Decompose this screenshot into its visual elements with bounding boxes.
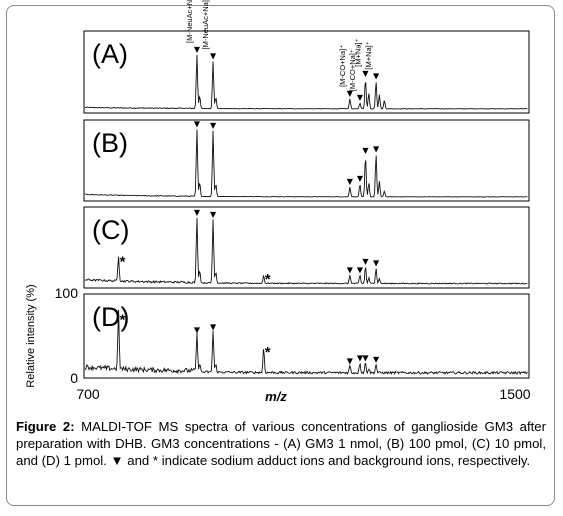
peak-marker: ▼ — [362, 354, 369, 363]
background-marker: * — [120, 253, 126, 270]
spectrum-panel-b: (B)▼ ▼▼ ▼▼ ▼ — [83, 119, 530, 202]
peak-marker: ▼ — [362, 69, 369, 78]
peak-marker: ▼ — [210, 51, 217, 60]
panel-label: (B) — [92, 128, 128, 158]
peak-marker: ▼ — [373, 355, 380, 364]
background-marker: * — [265, 344, 271, 361]
peak-annotation: [M-NeuAc+Na]⁺ — [201, 0, 210, 49]
figure-frame — [6, 5, 555, 506]
panel-label: (A) — [92, 39, 128, 69]
peak-marker: ▼ — [357, 354, 364, 363]
x-tick-label: 700 — [76, 386, 100, 402]
peak-marker: ▼ — [362, 257, 369, 266]
spectrum-panel-c: (C)*▼ ▼*▼ ▼▼ ▼ — [83, 206, 530, 289]
peak-marker: ▼ — [210, 323, 217, 332]
caption-text: MALDI-TOF MS spectra of various concentr… — [16, 419, 546, 468]
panel-label: (C) — [92, 215, 129, 245]
x-axis-label: m/z — [265, 389, 287, 404]
peak-marker: ▼ — [357, 93, 364, 102]
peak-annotation: [M+Na]⁺ — [364, 41, 373, 69]
panel-frame — [83, 293, 530, 379]
peak-marker: ▼ — [210, 210, 217, 219]
y-tick-label: 0 — [70, 370, 78, 386]
peak-marker: ▼ — [194, 120, 201, 129]
x-tick-label: 1500 — [499, 386, 530, 402]
spectrum-panel-a: (A) ▼▼▼ ▼▼ ▼[M-NeuAc+Na]⁺ [M-NeuAc+Na]⁺[M-CO… — [83, 0, 530, 114]
y-axis-label: Relative intensity (%) — [25, 284, 37, 387]
background-marker: * — [120, 311, 126, 328]
panel-frame — [83, 206, 530, 289]
peak-annotation: [M-NeuAc+Na]⁺ — [185, 0, 194, 43]
spectrum-trace — [84, 54, 528, 110]
spectrum-trace — [85, 129, 528, 198]
peak-marker: ▼ — [210, 121, 217, 130]
panel-frame — [83, 30, 530, 114]
spectra-chart: (A) ▼▼▼ ▼▼ ▼[M-NeuAc+Na]⁺ [M-NeuAc+Na]⁺[M-CO… — [25, 0, 531, 404]
background-marker: * — [265, 271, 271, 288]
y-tick-label: 100 — [55, 285, 79, 301]
panel-label: (D) — [92, 302, 129, 332]
figure-caption: Figure 2: MALDI-TOF MS spectra of variou… — [16, 418, 546, 469]
peak-marker: ▼ — [194, 326, 201, 335]
peak-marker: ▼ — [347, 177, 354, 186]
peak-annotation: [M-CO+Na]⁺ — [348, 49, 357, 91]
peak-annotation: [M-CO+Na]⁺ — [338, 45, 347, 87]
peak-marker: ▼ — [194, 208, 201, 217]
peak-marker: ▼ — [347, 265, 354, 274]
peak-marker: ▼ — [357, 174, 364, 183]
peak-marker: ▼ — [373, 144, 380, 153]
spectrum-trace — [84, 217, 528, 285]
peak-annotation: [M+Na]⁺ — [353, 38, 362, 66]
peak-marker: ▼ — [357, 265, 364, 274]
panel-frame — [83, 119, 530, 202]
peak-marker: ▼ — [373, 72, 380, 81]
peak-marker: ▼ — [362, 146, 369, 155]
peak-marker: ▼ — [347, 357, 354, 366]
peak-marker: ▼ — [373, 258, 380, 267]
spectrum-trace — [84, 309, 528, 376]
peak-marker: ▼ — [194, 45, 201, 54]
caption-label: Figure 2: — [16, 419, 75, 434]
peak-marker: ▼ — [347, 89, 354, 98]
spectrum-panel-d: (D)*▼ ▼*▼ ▼ ▼ ▼ — [83, 293, 530, 379]
